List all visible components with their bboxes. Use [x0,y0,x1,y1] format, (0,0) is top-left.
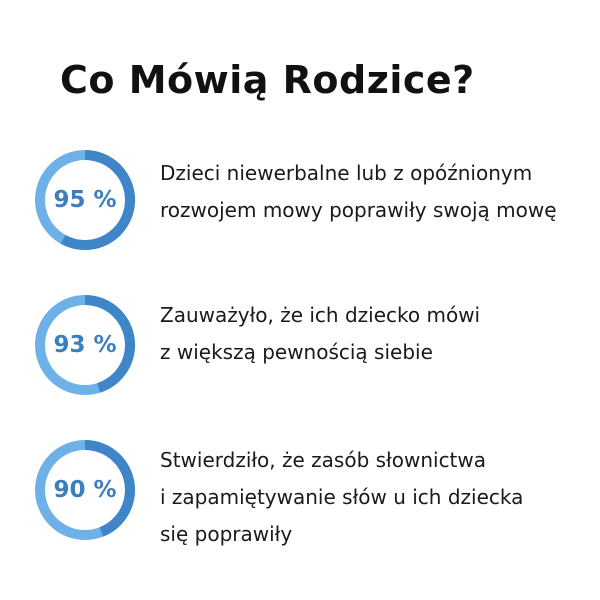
stat-description: Dzieci niewerbalne lub z opóźnionym rozw… [160,161,557,222]
ring-fill [35,150,135,250]
progress-ring: 90 % [35,440,135,540]
page-title: Co Mówią Rodzice? [60,58,475,102]
percent-label: 95 % [53,187,117,213]
ring-fill [35,295,135,395]
percent-label: 93 % [53,332,117,358]
stat-description: Stwierdziło, że zasób słownictwa i zapam… [160,448,524,546]
progress-ring: 93 % [35,295,135,395]
stat-description: Zauważyło, że ich dziecko mówi z większą… [160,303,481,364]
percent-label: 90 % [53,477,117,503]
ring-fill [35,440,135,540]
progress-ring: 95 % [35,150,135,250]
